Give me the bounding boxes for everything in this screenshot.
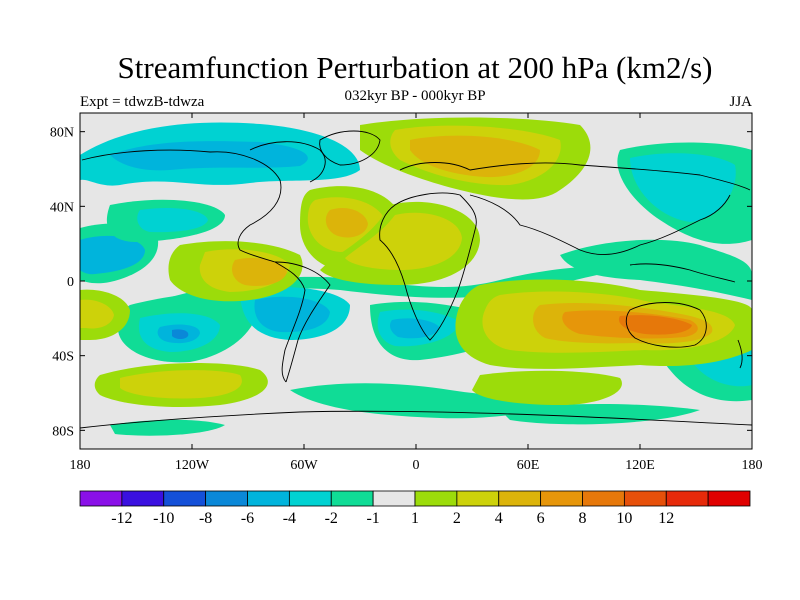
colorbar-swatch	[330, 490, 374, 507]
lon-tick-label: 180	[70, 458, 91, 473]
field-region	[231, 257, 287, 286]
field-region	[325, 207, 368, 238]
coastline-africa	[379, 192, 477, 341]
colorbar-swatch	[623, 490, 667, 507]
field-region	[390, 318, 440, 339]
season-label: JJA	[729, 94, 752, 110]
coastline-arctic-canada	[249, 141, 326, 183]
colorbar-label: 10	[616, 510, 632, 527]
colorbar-label: 12	[658, 510, 674, 527]
colorbar-label: -2	[325, 510, 338, 527]
colorbar-label: -12	[111, 510, 132, 527]
colorbar-swatch	[665, 490, 709, 507]
coastline-south-america-east	[274, 261, 331, 383]
field-region	[560, 239, 752, 300]
field-region	[80, 299, 114, 329]
colorbar-label: -10	[153, 510, 174, 527]
lon-tick-label: 120W	[175, 458, 210, 473]
experiment-label: Expt = tdwzB-tdwza	[80, 94, 205, 110]
field-region	[110, 419, 225, 436]
colorbar-label: 2	[453, 510, 461, 527]
latitude-axis: 80N 40N 0 40S 80S	[50, 126, 752, 439]
colorbar-swatch	[288, 490, 332, 507]
field-region	[345, 212, 462, 270]
colorbar-label: 8	[579, 510, 587, 527]
field-region	[80, 235, 145, 275]
colorbar-label: -1	[366, 510, 379, 527]
colorbar-label: -6	[241, 510, 254, 527]
colorbar-label: -4	[283, 510, 296, 527]
colorbar-swatch	[163, 490, 207, 507]
colorbar: -12 -10 -8 -6 -4 -2 -1 1 2 4 6 8 10 12	[79, 490, 751, 527]
plot-title: Streamfunction Perturbation at 200 hPa (…	[117, 50, 713, 85]
colorbar-swatch	[707, 490, 751, 507]
lon-tick-label: 60E	[517, 458, 540, 473]
lat-tick-label: 40S	[52, 350, 74, 365]
map-field	[80, 113, 752, 449]
lon-tick-label: 180	[742, 458, 763, 473]
colorbar-swatch	[121, 490, 165, 507]
longitude-axis: 180 120W 60W 0 60E 120E 180	[70, 113, 763, 473]
coastline-north-america	[81, 149, 282, 263]
lon-tick-label: 0	[413, 458, 420, 473]
colorbar-swatch	[247, 490, 290, 507]
coastline-eurasia-south	[469, 194, 731, 255]
lat-tick-label: 80N	[50, 126, 74, 141]
field-region	[254, 296, 330, 333]
colorbar-swatch	[498, 490, 542, 507]
colorbar-swatch	[456, 490, 500, 507]
colorbar-swatch	[540, 490, 583, 507]
colorbar-swatch	[414, 490, 458, 507]
colorbar-swatch	[79, 490, 123, 507]
positive-anomaly-regions	[80, 117, 752, 407]
field-region	[172, 329, 189, 339]
field-region	[410, 135, 540, 178]
field-region	[130, 265, 640, 310]
colorbar-label: 4	[495, 510, 503, 527]
time-slice-label: 032kyr BP - 000kyr BP	[344, 88, 486, 104]
colorbar-label: 1	[411, 510, 419, 527]
lat-tick-label: 0	[67, 275, 74, 290]
field-region	[137, 208, 208, 233]
coastline-australia	[625, 302, 707, 348]
field-region	[618, 315, 692, 335]
field-region	[120, 370, 242, 399]
colorbar-swatch	[205, 490, 248, 507]
lon-tick-label: 120E	[625, 458, 655, 473]
field-region	[472, 370, 622, 405]
colorbar-label: -8	[199, 510, 212, 527]
coastline-south-america-west	[274, 261, 306, 383]
field-region	[500, 404, 700, 425]
coastline-new-zealand	[737, 339, 743, 369]
coastline-antarctica	[80, 410, 752, 429]
coastline-maritime-asia	[629, 263, 736, 283]
colorbar-swatch	[372, 490, 416, 507]
field-region	[110, 141, 308, 171]
lat-tick-label: 80S	[52, 424, 74, 439]
lon-tick-label: 60W	[290, 458, 318, 473]
coastline-eurasia-north	[399, 162, 751, 191]
lat-tick-label: 40N	[50, 200, 74, 215]
colorbar-swatch	[582, 490, 625, 507]
colorbar-label: 6	[537, 510, 545, 527]
coastlines	[80, 130, 752, 429]
coastline-greenland	[319, 130, 381, 166]
